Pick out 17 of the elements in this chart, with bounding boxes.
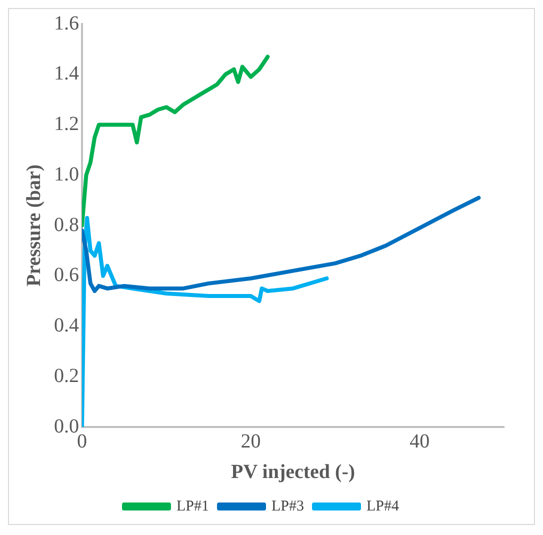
y-tick-label: 1.2 xyxy=(54,113,79,135)
y-tick-label: 0.0 xyxy=(54,415,79,438)
y-tick-label: 0.8 xyxy=(54,214,79,236)
y-tick-label: 1.4 xyxy=(54,62,79,85)
y-tick-label: 1.6 xyxy=(54,12,79,34)
legend-label: LP#1 xyxy=(176,498,210,514)
y-tick-label: 0.6 xyxy=(54,264,79,286)
legend-label: LP#4 xyxy=(366,498,400,514)
legend-label: LP#3 xyxy=(272,498,304,514)
y-tick-label: 1.0 xyxy=(54,163,79,186)
y-tick-label: 0.4 xyxy=(54,314,79,336)
x-axis-title: PV injected (-) xyxy=(230,461,356,484)
x-tick-label: 0 xyxy=(77,430,87,452)
y-axis-title: Pressure (bar) xyxy=(23,164,46,287)
x-tick-label: 40 xyxy=(410,430,430,452)
y-tick-label: 0.2 xyxy=(54,364,79,387)
x-tick-label: 20 xyxy=(240,430,261,452)
